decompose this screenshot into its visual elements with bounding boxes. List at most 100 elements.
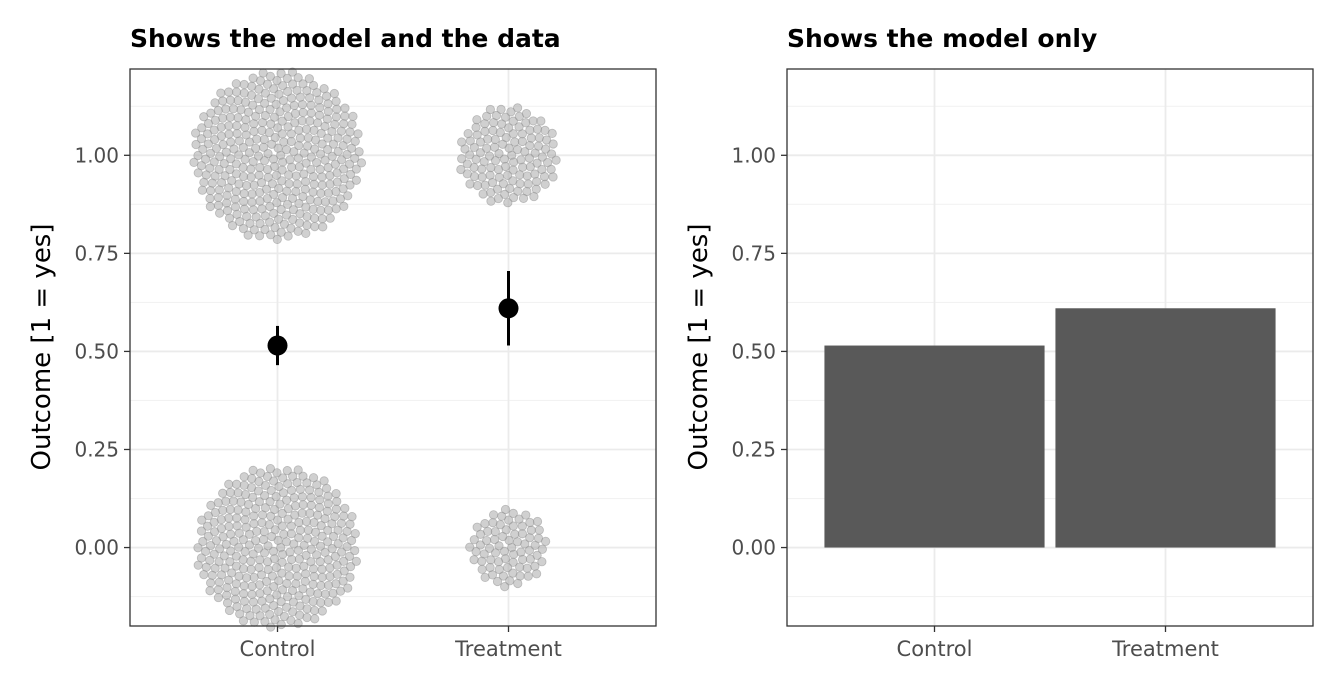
data-point [263, 564, 273, 575]
data-point [536, 116, 546, 126]
data-point [249, 225, 259, 235]
data-point [276, 68, 286, 79]
data-point [478, 189, 488, 199]
data-point [295, 133, 305, 143]
data-point [305, 116, 315, 126]
data-point [278, 95, 288, 106]
data-point [235, 217, 245, 227]
data-point [260, 98, 270, 108]
data-point [278, 488, 288, 498]
data-point [294, 140, 304, 151]
data-point [231, 87, 242, 97]
data-point [273, 214, 284, 224]
data-point [541, 536, 551, 546]
data-point [228, 496, 238, 506]
data-point [225, 112, 235, 122]
data-point [539, 172, 550, 182]
data-point [492, 576, 503, 587]
data-point [477, 172, 487, 182]
data-point [294, 517, 304, 528]
data-point [301, 124, 312, 134]
data-point [230, 202, 241, 212]
data-point [224, 605, 235, 616]
data-point [506, 107, 516, 117]
data-point [258, 68, 268, 78]
data-point [239, 472, 249, 482]
data-point [287, 554, 297, 565]
data-point [345, 169, 356, 179]
data-point [350, 153, 360, 163]
data-point [247, 474, 257, 484]
data-point [350, 545, 360, 556]
data-point [302, 612, 312, 623]
data-point [259, 548, 270, 558]
data-point [301, 158, 311, 168]
data-point [513, 186, 523, 196]
data-point [277, 521, 287, 531]
data-point [351, 164, 361, 174]
data-point [260, 603, 270, 613]
data-point [260, 110, 271, 121]
data-point [505, 183, 515, 194]
data-point [249, 126, 259, 136]
data-point [309, 213, 320, 223]
right-y-axis-label: Outcome [1 = yes] [684, 224, 714, 471]
data-point [213, 592, 224, 603]
data-point [231, 186, 241, 197]
data-point [272, 468, 282, 478]
data-point [354, 147, 364, 157]
data-point [290, 109, 301, 119]
data-point [546, 149, 557, 159]
data-point [315, 541, 326, 551]
data-point [202, 521, 213, 531]
data-point [282, 186, 292, 196]
data-point [291, 563, 301, 573]
data-point [490, 156, 501, 166]
data-point [523, 571, 533, 581]
data-point [316, 521, 326, 531]
data-point [248, 73, 258, 83]
data-point [249, 519, 259, 529]
data-point [199, 177, 209, 187]
data-point [222, 583, 232, 593]
data-point [313, 589, 323, 599]
left-y-axis: 0.00 0.25 0.50 0.75 1.00 [74, 143, 130, 560]
data-point [260, 490, 270, 501]
y-tick-label: 0.50 [731, 339, 776, 363]
data-point [338, 576, 348, 586]
data-point [191, 139, 201, 150]
data-point [469, 555, 479, 565]
data-point [274, 183, 284, 194]
data-point [232, 121, 242, 131]
data-point [337, 155, 347, 165]
data-point [273, 606, 284, 617]
y-tick-label: 1.00 [731, 143, 776, 167]
data-point [216, 88, 226, 98]
data-point [515, 179, 525, 189]
data-point [283, 231, 293, 241]
data-point [508, 165, 518, 175]
data-point [293, 465, 303, 475]
data-point [249, 617, 259, 627]
data-point [246, 556, 256, 566]
data-point [265, 217, 275, 227]
data-point [488, 510, 499, 520]
data-point [317, 214, 327, 224]
data-point [316, 580, 326, 591]
data-point [480, 572, 490, 583]
data-point [288, 79, 298, 89]
data-point [330, 551, 340, 562]
data-point [322, 114, 332, 124]
data-point [274, 481, 284, 492]
data-point [265, 609, 275, 619]
data-point [255, 196, 265, 206]
data-point [297, 116, 307, 126]
data-point [302, 211, 312, 222]
left-panel-frame [129, 68, 657, 627]
data-point [245, 611, 255, 621]
data-point [199, 112, 209, 122]
data-point [269, 476, 279, 486]
data-point [339, 174, 349, 184]
data-point [282, 466, 292, 476]
data-point [271, 491, 281, 502]
